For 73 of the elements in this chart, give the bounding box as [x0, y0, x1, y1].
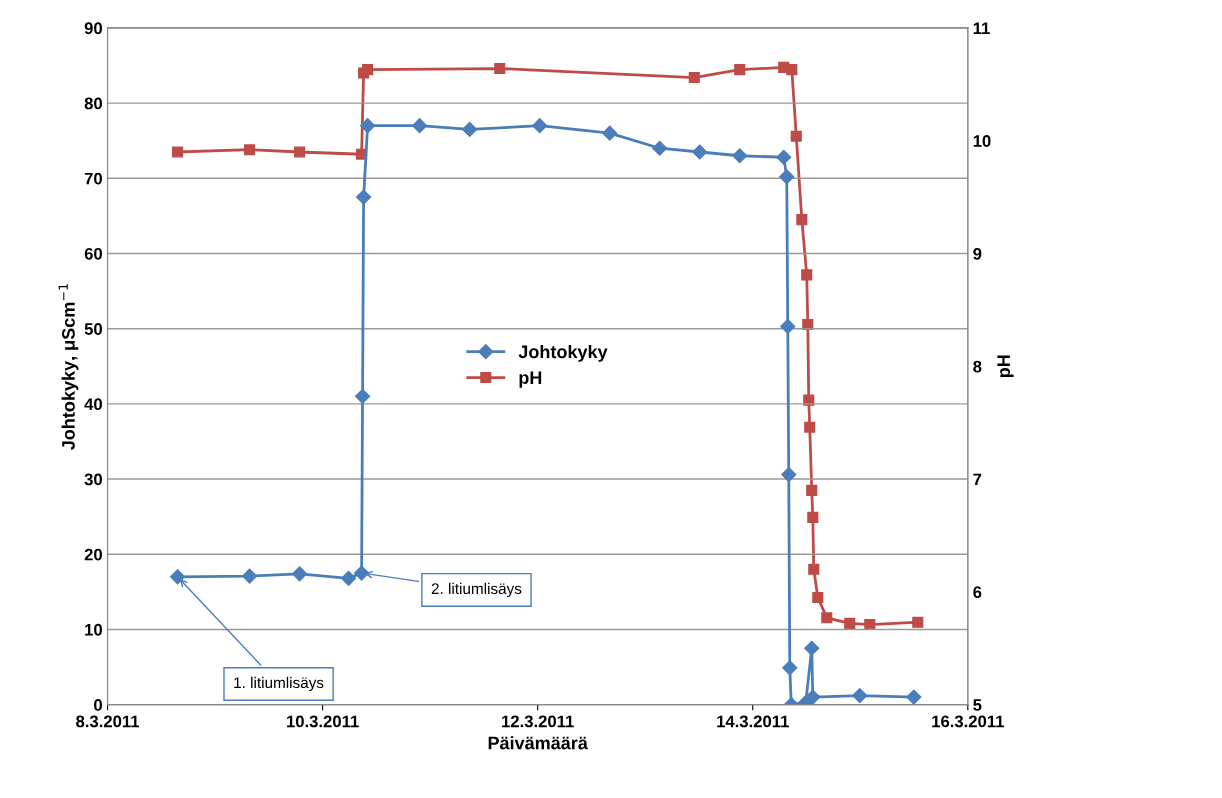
x-tick-label: 14.3.2011	[717, 715, 789, 728]
legend-label: Johtokyky	[518, 344, 608, 362]
y-tick-label: 20	[84, 548, 102, 561]
point	[354, 388, 371, 404]
point	[780, 318, 796, 335]
point	[494, 62, 506, 75]
y2-tick-label: 5	[973, 699, 982, 711]
y2-tick-label: 11	[973, 22, 990, 34]
point	[412, 118, 428, 134]
point	[462, 121, 478, 138]
point	[807, 511, 819, 523]
y-tick-label: 80	[84, 97, 102, 110]
x-tick-label: 8.3.2011	[76, 715, 140, 728]
point	[906, 689, 922, 705]
point	[804, 640, 820, 656]
point	[808, 563, 820, 575]
point	[802, 318, 814, 331]
point	[734, 64, 746, 76]
point	[782, 660, 798, 676]
point	[790, 130, 802, 142]
x-tick-label: 16.3.2011	[932, 715, 1004, 728]
y2-tick-label: 8	[973, 360, 982, 373]
x-tick-label: 10.3.2011	[287, 715, 359, 728]
y-tick-label: 40	[84, 398, 102, 411]
y-tick-label: 0	[94, 699, 102, 711]
point	[602, 125, 618, 141]
y-axis-title: Johtokyky, μScm$^{−1}$	[58, 284, 79, 450]
point	[652, 140, 668, 156]
point	[821, 612, 833, 624]
y-tick-label: 90	[84, 22, 102, 35]
point	[692, 144, 708, 160]
point	[912, 616, 924, 628]
point	[732, 148, 748, 164]
y2-tick-label: 10	[973, 135, 991, 147]
y2-axis-title: pH	[997, 355, 1014, 378]
y2-tick-label: 6	[973, 586, 982, 599]
point	[796, 214, 808, 226]
point	[781, 466, 797, 483]
point	[242, 568, 258, 584]
y-tick-label: 60	[84, 247, 102, 260]
annotation: 1. litiumlisäys	[234, 676, 324, 692]
point	[172, 146, 184, 158]
point	[244, 144, 256, 156]
point	[170, 569, 186, 585]
annotation: 2. litiumlisäys	[431, 582, 522, 598]
legend-label: pH	[519, 371, 542, 388]
point	[294, 146, 306, 158]
x-axis-title: Päivämäärä	[488, 736, 588, 750]
point	[354, 565, 370, 581]
y2-tick-label: 9	[973, 247, 982, 260]
point	[779, 169, 795, 185]
y-tick-label: 10	[85, 623, 102, 636]
point	[292, 566, 308, 582]
point	[786, 64, 798, 76]
point	[812, 591, 824, 604]
point	[362, 64, 374, 76]
y-tick-label: 30	[84, 473, 102, 486]
y2-tick-label: 7	[973, 473, 982, 486]
point	[532, 118, 548, 134]
point	[341, 570, 357, 586]
point	[356, 189, 372, 205]
point	[805, 689, 821, 705]
point	[360, 118, 376, 134]
y-tick-label: 50	[84, 323, 102, 335]
x-tick-label: 12.3.2011	[502, 715, 574, 728]
point	[852, 688, 868, 704]
point	[844, 617, 856, 629]
point	[801, 269, 813, 281]
point	[776, 149, 792, 165]
point	[804, 421, 816, 433]
y-tick-label: 70	[84, 172, 102, 185]
point	[688, 71, 700, 84]
point	[806, 484, 818, 496]
